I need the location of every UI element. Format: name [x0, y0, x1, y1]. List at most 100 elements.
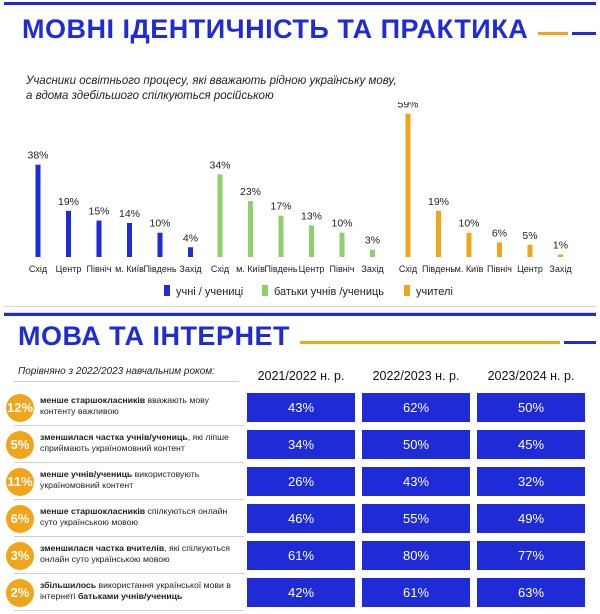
value-label-students-південь: 10%: [149, 218, 170, 230]
value-label-parents-м-київ: 23%: [240, 186, 261, 198]
language-identity-panel: МОВНІ ІДЕНТИЧНІСТЬ ТА ПРАКТИКА Учасники …: [4, 2, 596, 307]
bar-teachers-південь: [436, 210, 441, 257]
column-header-2023: 2023/2024 н. р.: [487, 369, 575, 383]
category-label-teachers-південь: Південь: [422, 264, 455, 274]
row-description-emphasis: зменшилася частка учнів/учениць: [40, 432, 188, 442]
legend-item-parents: батьки учнів /учениць: [262, 285, 384, 298]
category-label-parents-захід: Захід: [361, 264, 384, 274]
title-accent-blue: [572, 32, 596, 35]
value-cell-2022-2023: 80%: [362, 541, 470, 570]
bar-students-центр: [66, 210, 71, 257]
row-divider: [14, 573, 244, 574]
legend-label-teachers: учителі: [416, 286, 453, 298]
value-label-teachers-схід: 59%: [397, 102, 418, 111]
value-label-teachers-центр: 5%: [522, 230, 537, 242]
bar-teachers-центр: [527, 244, 533, 257]
bar-teachers-захід: [558, 254, 563, 257]
value-label-students-схід: 38%: [27, 150, 48, 162]
row-description-emphasis: менше учнів/учениць: [40, 469, 133, 479]
caption-underline: [14, 381, 239, 382]
category-label-teachers-захід: Захід: [549, 264, 572, 274]
value-label-parents-центр: 13%: [301, 210, 322, 222]
bar-students-захід: [188, 247, 193, 257]
legend-label-parents: батьки учнів /учениць: [274, 286, 385, 298]
legend-item-students: учні / учениці: [164, 285, 243, 298]
value-label-parents-південь: 17%: [270, 201, 291, 213]
value-label-students-захід: 4%: [183, 232, 198, 244]
bar-parents-північ: [339, 232, 345, 257]
category-label-teachers-центр: Центр: [517, 264, 543, 274]
value-cell-2022-2023: 43%: [362, 467, 470, 496]
column-header-2021: 2021/2022 н. р.: [257, 369, 345, 383]
value-label-students-м-київ: 14%: [119, 208, 140, 220]
row-divider: [14, 462, 244, 463]
legend-swatch-orange: [404, 285, 410, 296]
row-description: менше старшокласників вважають мову конт…: [40, 395, 246, 417]
value-cell-2021-2022: 61%: [247, 541, 355, 570]
row-description: зменшилася частка учнів/учениць, які ліп…: [40, 432, 246, 454]
subtitle-line-1: Учасники освітнього процесу, які вважают…: [26, 75, 397, 87]
legend-swatch-green: [262, 285, 268, 296]
category-label-parents-схід: Схід: [211, 264, 230, 274]
category-label-students-м-київ: м. Київ: [115, 264, 144, 274]
page-title: МОВНІ ІДЕНТИЧНІСТЬ ТА ПРАКТИКА: [22, 14, 529, 44]
value-cell-2021-2022: 26%: [247, 467, 355, 496]
section-accent-gold: [300, 341, 560, 344]
category-label-students-південь: Південь: [143, 264, 176, 274]
change-badge: 3%: [6, 542, 34, 570]
value-label-parents-схід: 34%: [209, 159, 230, 171]
value-cell-2022-2023: 50%: [362, 430, 470, 459]
value-label-teachers-захід: 1%: [553, 240, 568, 252]
change-badge: 5%: [6, 431, 34, 459]
subtitle-line-2: а вдома здебільшого спілкуються російськ…: [26, 90, 274, 102]
value-cell-2023-2024: 63%: [477, 578, 585, 607]
value-cell-2023-2024: 32%: [477, 467, 585, 496]
row-divider: [14, 499, 244, 500]
top-accent-line: [4, 2, 596, 5]
value-cell-2022-2023: 62%: [362, 393, 470, 422]
change-badge: 6%: [6, 505, 34, 533]
value-label-teachers-північ: 6%: [492, 227, 507, 239]
value-cell-2023-2024: 45%: [477, 430, 585, 459]
value-label-students-північ: 15%: [88, 206, 109, 218]
language-internet-panel: МОВА ТА ІНТЕРНЕТ Порівняно з 2022/2023 н…: [4, 312, 596, 613]
category-label-teachers-північ: Північ: [487, 264, 512, 274]
row-description: збільшилось використання української мов…: [40, 580, 246, 602]
change-badge: 2%: [6, 579, 34, 607]
value-cell-2022-2023: 61%: [362, 578, 470, 607]
bar-parents-центр: [309, 225, 314, 257]
value-label-parents-північ: 10%: [331, 218, 352, 230]
row-description: менше старшокласників спілкуються онлайн…: [40, 506, 246, 528]
category-label-students-центр: Центр: [56, 264, 82, 274]
category-label-teachers-м-київ: м. Київ: [455, 264, 484, 274]
bar-parents-м-київ: [248, 201, 253, 257]
bar-students-південь: [157, 232, 163, 257]
bar-parents-захід: [370, 249, 375, 257]
value-label-teachers-південь: 19%: [428, 196, 449, 208]
legend-swatch-blue: [164, 285, 170, 296]
value-cell-2021-2022: 34%: [247, 430, 355, 459]
row-description-text: використання української мови в інтернет…: [40, 580, 231, 601]
row-description-emphasis: менше старшокласників: [40, 395, 146, 405]
bar-chart: 38% Схід 19% Центр 15% Північ 14% м. Київ 10% Пів…: [27, 102, 572, 274]
change-badge: 12%: [6, 394, 34, 422]
row-description-text: вважають мову контенту важливою: [40, 395, 209, 416]
category-label-parents-північ: Північ: [330, 264, 355, 274]
legend-item-teachers: учителі: [404, 285, 453, 298]
value-cell-2023-2024: 49%: [477, 504, 585, 533]
row-description-emphasis: зменшилася частка вчителів: [40, 543, 165, 553]
value-label-students-центр: 19%: [58, 196, 79, 208]
category-label-parents-південь: Південь: [264, 264, 297, 274]
section-title: МОВА ТА ІНТЕРНЕТ: [18, 321, 290, 351]
bar-teachers-північ: [497, 242, 502, 257]
value-label-teachers-м-київ: 10%: [458, 218, 479, 230]
bar-teachers-м-київ: [466, 232, 472, 257]
bottom-top-accent-line: [4, 313, 596, 316]
row-description-emphasis: збільшилось: [40, 580, 97, 590]
row-description-text: , які спілкуються онлайн суто українсько…: [40, 543, 231, 564]
value-cell-2023-2024: 77%: [477, 541, 585, 570]
category-label-parents-центр: Центр: [299, 264, 325, 274]
column-header-2022: 2022/2023 н. р.: [372, 369, 460, 383]
bar-students-м-київ: [127, 222, 132, 257]
row-divider: [14, 536, 244, 537]
